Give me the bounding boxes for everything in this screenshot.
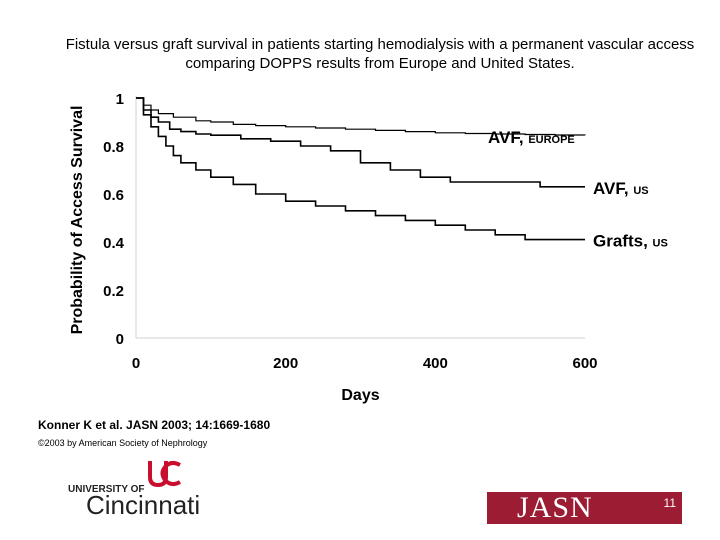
jasn-logo: JASN 11: [487, 492, 682, 524]
slide-title: Fistula versus graft survival in patient…: [65, 36, 695, 72]
y-tick-label: 0: [116, 331, 124, 348]
series-label-region: EUROPE: [528, 134, 574, 146]
y-tick-label: 0.6: [103, 187, 124, 204]
series-label-main: Grafts,: [593, 232, 653, 251]
y-tick-label: 0.2: [103, 283, 124, 300]
survival-chart: 0 0.2 0.4 0.6 0.8 1 0 200 400 600 Days Probability …: [69, 91, 668, 404]
series-line-2: [136, 97, 585, 188]
series-label-main: AVF,: [593, 179, 633, 198]
x-tick-label: 400: [423, 355, 448, 372]
jasn-logo-text: JASN: [517, 491, 593, 524]
series-label-region: US: [633, 185, 648, 197]
series-label-3: Grafts, US: [593, 232, 668, 251]
citation: Konner K et al. JASN 2003; 14:1669-1680: [38, 418, 271, 432]
uc-logo-line2: Cincinnati: [86, 490, 200, 520]
series-label-main: AVF,: [488, 128, 528, 147]
slide-number: 11: [663, 496, 676, 510]
series-line-1: [136, 97, 586, 136]
uc-logo-line1: UNIVERSITY OF: [68, 484, 145, 495]
series-label-2: AVF, US: [593, 179, 649, 198]
copyright-notice: ©2003 by American Society of Nephrology: [38, 438, 208, 448]
chart-axes: 0 0.2 0.4 0.6 0.8 1 0 200 400 600 Days Probability …: [69, 91, 598, 404]
x-tick-label: 200: [273, 355, 298, 372]
chart-series: [136, 97, 586, 241]
uc-monogram-icon: [148, 460, 181, 488]
y-tick-label: 0.8: [103, 139, 124, 156]
y-tick-label: 0.4: [103, 235, 125, 252]
series-label-region: US: [653, 238, 668, 250]
y-tick-label: 1: [116, 91, 124, 108]
series-line-3: [136, 97, 585, 241]
x-tick-label: 0: [132, 355, 140, 372]
university-of-cincinnati-logo: UNIVERSITY OF Cincinnati: [68, 460, 200, 520]
series-label-1: AVF, EUROPE: [488, 128, 575, 147]
y-axis-label: Probability of Access Survival: [69, 106, 86, 335]
x-axis-label: Days: [341, 387, 379, 404]
x-tick-label: 600: [572, 355, 597, 372]
